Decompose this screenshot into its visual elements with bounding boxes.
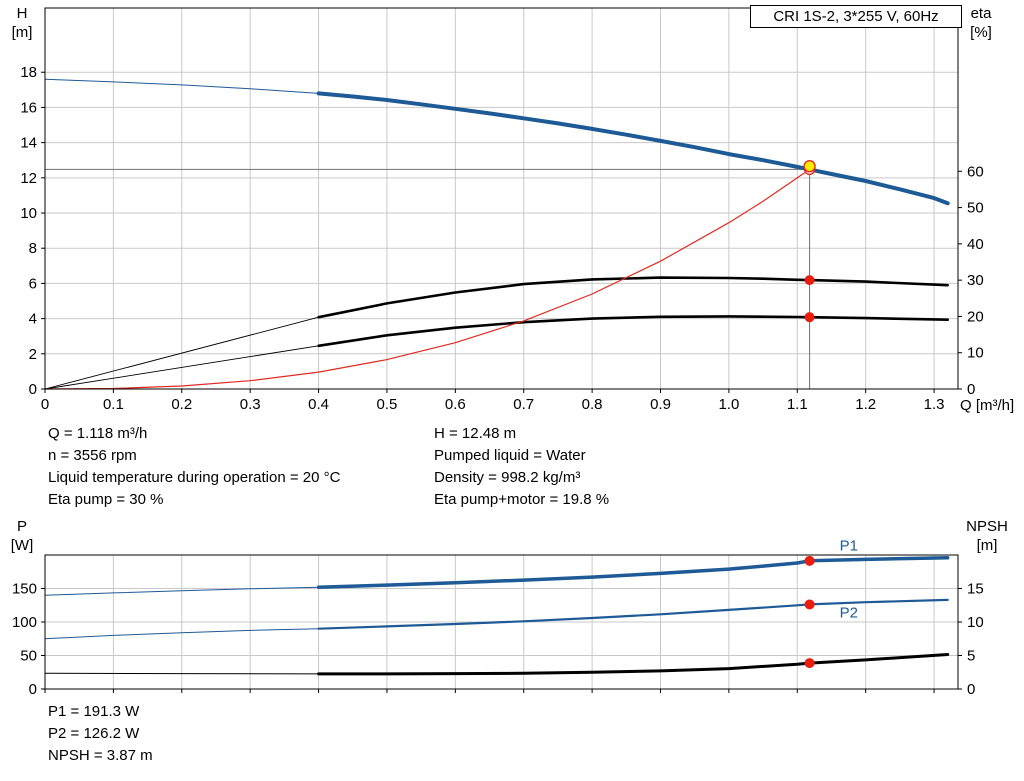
curve-eta-pump-motor: [317, 315, 950, 348]
tick-label: 0.5: [377, 396, 398, 413]
tick-label: 1.3: [924, 396, 945, 413]
pump-model-title-box: CRI 1S-2, 3*255 V, 60Hz: [750, 5, 962, 28]
tick-label: 0: [29, 681, 37, 698]
tick-label: 0: [29, 381, 37, 398]
curve-p1: [316, 555, 950, 589]
tick-label: 14: [20, 135, 37, 152]
info-speed: n = 3556 rpm: [48, 447, 137, 464]
tick-label: 30: [967, 272, 984, 289]
eta-axis-unit: [%]: [970, 24, 992, 41]
marker-dot-red: [804, 658, 815, 669]
info-density: Density = 998.2 kg/m³: [434, 469, 581, 486]
info-p2: P2 = 126.2 W: [48, 725, 140, 742]
curve-p2: [317, 598, 949, 630]
plot-frame: [44, 7, 959, 390]
npsh-axis-unit: [m]: [976, 537, 998, 554]
info-eta-pump-motor: Eta pump+motor = 19.8 %: [434, 491, 610, 508]
tick-label: 150: [12, 581, 37, 598]
marker-duty-yellow[interactable]: [803, 160, 816, 173]
curve-p2-lowflow: [44, 628, 320, 640]
info-flow: Q = 1.118 m³/h: [48, 425, 148, 442]
p-axis-symbol: P: [16, 518, 27, 535]
tick-label: 0: [967, 381, 975, 398]
h-axis-unit: [m]: [11, 24, 33, 41]
tick-label: 15: [967, 581, 984, 598]
tick-label: 18: [20, 64, 37, 81]
info-eta-pump: Eta pump = 30 %: [48, 491, 164, 508]
info-liquid-temperature: Liquid temperature during operation = 20…: [48, 469, 341, 486]
curve-npsh-lowflow: [44, 672, 320, 675]
tick-label: 6: [29, 275, 37, 292]
tick-label: 50: [20, 648, 37, 665]
tick-label: 0.9: [650, 396, 671, 413]
info-head: H = 12.48 m: [434, 425, 517, 442]
curve-hq-lowflow: [44, 78, 320, 94]
tick-label: 50: [967, 200, 984, 217]
power-npsh-info-column: P1 = 191.3 W P2 = 126.2 W NPSH = 3.87 m: [48, 701, 153, 767]
tick-label: 0.6: [445, 396, 466, 413]
curve-eta-pump-motor-lowflow: [44, 345, 320, 390]
duty-info-right-column: H = 12.48 m Pumped liquid = Water Densit…: [434, 423, 609, 511]
h-axis-symbol: H: [16, 5, 28, 22]
tick-label: 20: [967, 308, 984, 325]
p-axis-title: P [W]: [4, 517, 40, 555]
tick-label: 0.1: [103, 396, 124, 413]
curve-eta-pump-lowflow: [44, 316, 320, 390]
npsh-axis-title: NPSH [m]: [956, 517, 1018, 555]
tick-label: 100: [12, 614, 37, 631]
tick-label: 0.2: [171, 396, 192, 413]
tick-label: 0.7: [513, 396, 534, 413]
curve-npsh: [317, 653, 950, 676]
tick-label: 40: [967, 236, 984, 253]
hq-eta-chart: 0 0.1 0.2 0.3 0.4 0.5 0.6 0.7 0.8 0.9 1.0 1.1 1.2 1.3…: [20, 7, 984, 413]
curve-eta-pump: [317, 276, 950, 319]
curve-label-P2: P2: [840, 604, 858, 621]
duty-info-left-column: Q = 1.118 m³/h n = 3556 rpm Liquid tempe…: [48, 423, 340, 511]
tick-label: 0: [967, 681, 975, 698]
curve-label-P1: P1: [840, 537, 858, 554]
tick-label: 5: [967, 648, 975, 665]
tick-label: 10: [20, 205, 37, 222]
tick-label: 0.3: [240, 396, 261, 413]
q-axis-title: Q [m³/h]: [960, 397, 1015, 414]
npsh-axis-symbol: NPSH: [966, 518, 1008, 535]
curve-p1-lowflow: [44, 586, 320, 596]
tick-label: 0.4: [308, 396, 329, 413]
eta-axis-symbol: eta: [970, 5, 992, 22]
info-p1: P1 = 191.3 W: [48, 703, 140, 720]
tick-label: 16: [20, 99, 37, 116]
tick-label: 1.2: [855, 396, 876, 413]
tick-label: 1.0: [718, 396, 739, 413]
marker-dot-red: [804, 555, 815, 566]
tick-label: 0: [41, 396, 49, 413]
tick-label: 8: [29, 240, 37, 257]
tick-label: 10: [967, 614, 984, 631]
tick-label: 60: [967, 163, 984, 180]
curve-hq-main: [316, 91, 950, 206]
marker-dot-red: [804, 275, 815, 286]
tick-label: 1.1: [787, 396, 808, 413]
eta-axis-title: eta [%]: [958, 4, 1004, 42]
marker-dot-red: [804, 312, 815, 323]
tick-label: 4: [29, 311, 37, 328]
power-npsh-chart: P1 P2 0 50 100 150 0 5 10 15: [12, 537, 984, 698]
tick-label: 10: [967, 345, 984, 362]
info-pumped-liquid: Pumped liquid = Water: [434, 447, 586, 464]
tick-label: 0.8: [582, 396, 603, 413]
p-axis-unit: [W]: [10, 537, 34, 554]
marker-dot-red: [804, 599, 815, 610]
info-npsh: NPSH = 3.87 m: [48, 747, 153, 764]
tick-label: 2: [29, 346, 37, 363]
h-axis-title: H [m]: [4, 4, 40, 42]
curve-duty-system-curve: [44, 168, 811, 390]
tick-label: 12: [20, 170, 37, 187]
